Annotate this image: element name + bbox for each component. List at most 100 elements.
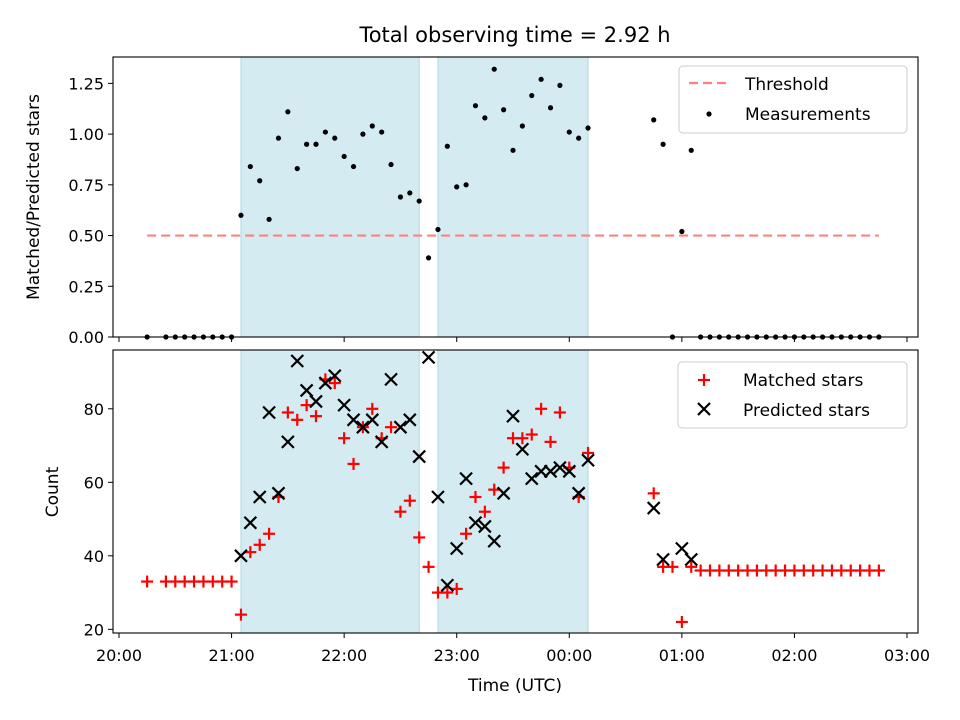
predicted-star-point	[553, 460, 567, 475]
predicted-star-point	[337, 398, 351, 412]
predicted-star-point	[393, 420, 408, 434]
matched-star-point	[535, 402, 548, 415]
measurement-point	[275, 135, 282, 141]
observing-window-1	[240, 349, 420, 634]
bottom-y-tick-label: 20	[84, 620, 104, 639]
matched-star-point	[385, 421, 398, 434]
bottom-matched-stars	[141, 373, 885, 628]
observing-window-2	[437, 349, 589, 634]
matched-star-point	[394, 505, 407, 518]
predicted-star-point	[412, 449, 426, 464]
x-tick-label: 00:00	[546, 646, 592, 665]
observing-window-2	[437, 56, 589, 338]
bottom-predicted-stars	[234, 350, 699, 592]
measurement-point	[688, 147, 694, 153]
legend-measurements-swatch	[706, 111, 712, 117]
predicted-star-point	[581, 453, 595, 468]
predicted-star-point	[562, 464, 577, 479]
measurement-point	[332, 135, 338, 141]
legend-matched-swatch	[698, 374, 710, 386]
legend-measurements-label: Measurements	[745, 105, 871, 125]
predicted-star-point	[290, 354, 305, 368]
measurement-point	[425, 255, 432, 261]
measurement-point	[660, 141, 666, 147]
predicted-star-point	[234, 549, 248, 563]
matched-star-point	[263, 527, 276, 540]
measurement-point	[501, 107, 507, 113]
bottom-legend-box	[677, 361, 908, 429]
matched-star-point	[244, 546, 257, 559]
measurement-point	[519, 123, 525, 129]
predicted-star-point	[356, 420, 370, 434]
matched-star-point	[582, 446, 595, 459]
top-y-tick-label: 0.50	[68, 227, 104, 246]
measurement-point	[454, 184, 460, 190]
predicted-star-point	[327, 368, 342, 383]
matched-star-point	[366, 402, 379, 415]
observing-window-1	[240, 56, 420, 338]
measurement-point	[529, 92, 535, 99]
top-y-tick-label: 1.25	[68, 74, 104, 93]
matched-star-point	[553, 406, 566, 419]
matched-star-point	[460, 527, 473, 540]
predicted-star-point	[468, 515, 483, 530]
measurement-point	[510, 147, 516, 153]
bottom-y-tick-label: 80	[84, 400, 104, 419]
predicted-star-point	[440, 578, 455, 592]
predicted-star-point	[684, 552, 699, 567]
measurement-point	[482, 115, 488, 121]
bottom-axes-frame	[112, 349, 919, 634]
predicted-star-point	[262, 405, 276, 420]
matched-star-point	[281, 406, 294, 419]
measurement-point	[566, 129, 572, 135]
predicted-star-point	[365, 413, 380, 427]
predicted-star-point	[309, 394, 323, 409]
measurement-point	[350, 163, 357, 170]
x-tick-label: 23:00	[434, 646, 480, 665]
predicted-star-point	[506, 409, 520, 423]
measurement-point	[491, 66, 497, 72]
measurement-point	[416, 198, 422, 204]
x-tick-label: 21:00	[209, 646, 255, 665]
measurement-point	[557, 82, 563, 89]
top-panel: 0.00 0.25 0.50 0.75 1.00 1.25 Matched/Predict…	[24, 56, 919, 347]
matched-star-point	[647, 487, 660, 500]
chart-title: Total observing time = 2.92 h	[358, 23, 670, 47]
measurement-point	[407, 190, 413, 196]
measurement-point	[369, 123, 375, 129]
predicted-star-point	[318, 376, 333, 390]
measurement-point	[444, 143, 450, 149]
matched-star-point	[328, 377, 341, 390]
matched-star-point	[234, 608, 247, 621]
measurement-point	[576, 135, 582, 141]
measurement-point	[679, 228, 685, 235]
measurement-point	[585, 125, 591, 131]
predicted-star-point	[384, 372, 398, 387]
measurement-point	[463, 182, 469, 188]
bottom-legend: Matched stars Predicted stars	[677, 361, 908, 429]
legend-threshold-label: Threshold	[744, 75, 829, 95]
matched-star-point	[478, 505, 491, 518]
measurement-point	[538, 76, 544, 82]
predicted-star-point	[346, 413, 361, 427]
bottom-shaded-regions	[240, 349, 589, 634]
x-tick-label: 01:00	[659, 646, 705, 665]
matched-star-point	[338, 432, 351, 445]
top-y-tick-label: 0.75	[68, 176, 104, 195]
predicted-star-point	[281, 435, 295, 449]
predicted-star-point	[524, 471, 539, 486]
predicted-star-point	[646, 501, 661, 515]
matched-star-point	[525, 428, 538, 441]
x-tick-label: 03:00	[884, 646, 930, 665]
measurement-point	[294, 165, 300, 172]
predicted-star-point	[374, 435, 389, 449]
legend-predicted-label: Predicted stars	[743, 401, 870, 421]
measurement-point	[472, 103, 479, 109]
predicted-star-point	[496, 486, 511, 501]
predicted-star-point	[543, 464, 558, 479]
bottom-y-ticks: 20 40 60 80	[84, 400, 113, 639]
measurement-point	[379, 129, 385, 135]
bottom-y-tick-label: 40	[84, 547, 104, 566]
matched-star-point	[675, 615, 688, 628]
measurement-point	[651, 117, 657, 123]
